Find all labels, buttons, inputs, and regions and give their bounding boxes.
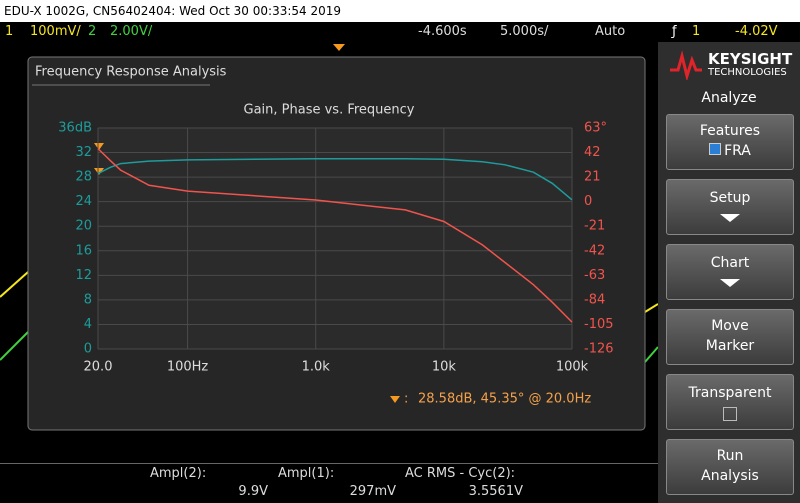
- x-tick-label: 100k: [556, 360, 589, 375]
- trace-fragment: [0, 271, 29, 298]
- brand: KEYSIGHT: [708, 50, 793, 68]
- softkey[interactable]: Chart: [666, 244, 794, 300]
- brand-sub: TECHNOLOGIES: [708, 67, 787, 78]
- y-tick-label: 28: [75, 170, 92, 185]
- menu-title: Analyze: [701, 90, 757, 106]
- softkey-sub: Marker: [667, 336, 793, 356]
- x-tick-label: 1.0k: [302, 360, 331, 375]
- measurement-value: 9.9V: [238, 484, 268, 499]
- y-tick-label: 8: [84, 292, 92, 307]
- channel-1[interactable]: 1: [5, 24, 14, 39]
- y2-tick-label: -42: [584, 243, 605, 258]
- y-tick-label: 16: [75, 243, 92, 258]
- softkey-sub: FRA: [667, 141, 793, 161]
- x-tick-label: 20.0: [84, 360, 113, 375]
- trigger-mode[interactable]: Auto: [595, 24, 626, 39]
- measurement-bar: Ampl(2): 9.9V Ampl(1): 297mV AC RMS - Cyc(2)…: [0, 463, 658, 503]
- measurement-label: AC RMS - Cyc(2):: [405, 466, 516, 481]
- y-tick-label: 32: [75, 145, 92, 160]
- y-tick-label: 36dB: [58, 121, 92, 136]
- marker-icon: [390, 396, 400, 403]
- x-tick-label: 10k: [432, 360, 457, 375]
- fra-dialog: Frequency Response Analysis Gain, Phase …: [27, 56, 646, 431]
- softkey[interactable]: Run Analysis: [666, 439, 794, 495]
- delay[interactable]: -4.600s: [418, 24, 467, 39]
- waveform-area: [0, 44, 658, 363]
- softkey-sub: Analysis: [667, 466, 793, 486]
- timebase[interactable]: 5.000s/: [500, 24, 549, 39]
- softkey-label: Move: [711, 318, 749, 334]
- marker-readout: 28.58dB, 45.35° @ 20.0Hz: [418, 392, 591, 407]
- logo-mark: [670, 50, 702, 80]
- arrow: [720, 279, 740, 287]
- time-marker: [333, 44, 345, 51]
- trace-fragment: [644, 303, 658, 313]
- trigger-level[interactable]: -4.02V: [735, 24, 778, 39]
- checkbox: [723, 407, 737, 421]
- checkbox: [709, 143, 722, 155]
- series-line: [97, 148, 573, 323]
- y2-tick-label: -21: [584, 219, 605, 234]
- channel-2[interactable]: 2: [88, 24, 97, 39]
- softkey-label: Setup: [709, 190, 751, 206]
- series-line: [97, 157, 573, 201]
- x-tick-label: 100Hz: [167, 360, 209, 375]
- channel-1-scale[interactable]: 100mV/: [30, 24, 81, 39]
- y2-tick-label: 42: [584, 145, 601, 160]
- y-tick-label: 24: [75, 194, 92, 209]
- arrow: [720, 214, 740, 222]
- y2-tick-label: -63: [584, 268, 605, 283]
- measurement-value: 297mV: [349, 484, 396, 499]
- measurement-value: 3.5561V: [468, 484, 523, 499]
- channel-2-scale[interactable]: 2.00V/: [110, 24, 153, 39]
- softkey-sub-label: Marker: [705, 338, 755, 354]
- dialog-title: Frequency Response Analysis: [35, 65, 227, 80]
- y-tick-label: 20: [75, 219, 92, 234]
- y2-tick-label: 0: [584, 194, 592, 209]
- softkey-sub-label: FRA: [724, 143, 751, 159]
- status-bar: 1 100mV/ 2 2.00V/ -4.600s 5.000s/ Auto ƒ…: [0, 22, 800, 42]
- y-tick-label: 12: [75, 268, 92, 283]
- softkey-sub-label: Analysis: [701, 468, 759, 484]
- gain-marker: [94, 143, 104, 150]
- softkey-label: Features: [699, 123, 761, 139]
- softkey[interactable]: Features FRA: [666, 114, 794, 170]
- measurement-label: Ampl(1):: [278, 466, 335, 481]
- y2-tick-label: 63°: [584, 121, 607, 136]
- chart-title: Gain, Phase vs. Frequency: [244, 103, 415, 118]
- softkey-label: Chart: [710, 255, 750, 271]
- colon: :: [404, 392, 408, 407]
- y2-tick-label: -126: [584, 342, 614, 357]
- softkey[interactable]: Setup: [666, 179, 794, 235]
- y-tick-label: 4: [84, 317, 92, 332]
- trigger-source[interactable]: 1: [692, 24, 701, 39]
- y2-tick-label: -84: [584, 292, 605, 307]
- trigger-slope: ƒ: [672, 24, 677, 39]
- plot-area: [98, 128, 572, 349]
- softkey-label: Transparent: [688, 385, 772, 401]
- softkey[interactable]: Move Marker: [666, 309, 794, 365]
- y-tick-label: 0: [84, 342, 92, 357]
- trace-fragment: [0, 331, 29, 361]
- measurement-label: Ampl(2):: [150, 466, 207, 481]
- softkey-label: Run: [716, 448, 744, 464]
- title-bar: EDU-X 1002G, CN56402404: Wed Oct 30 00:3…: [0, 0, 800, 22]
- phase-marker: [94, 168, 104, 175]
- softkey[interactable]: Transparent: [666, 374, 794, 430]
- softkey-panel: KEYSIGHT TECHNOLOGIES Analyze Features FR…: [658, 42, 800, 503]
- trace-fragment: [644, 346, 658, 363]
- y2-tick-label: 21: [584, 170, 601, 185]
- y2-tick-label: -105: [584, 317, 614, 332]
